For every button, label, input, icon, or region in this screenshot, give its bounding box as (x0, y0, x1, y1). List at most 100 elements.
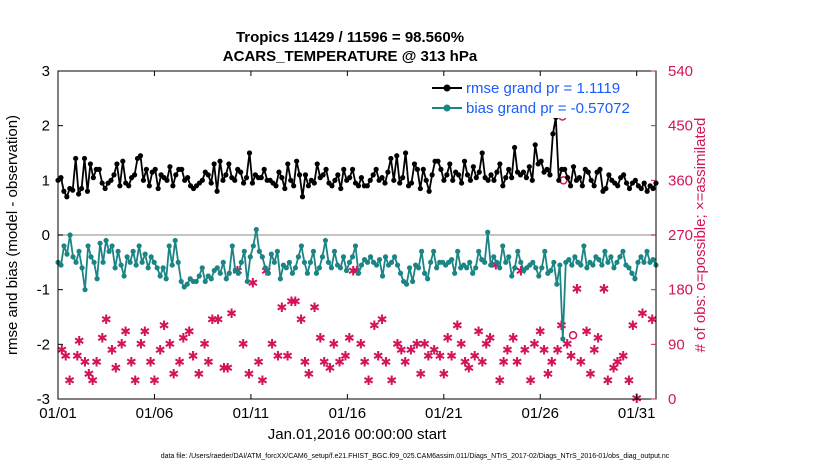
bias-point (455, 248, 461, 254)
obs-assimilated-marker: ✱ (168, 368, 179, 383)
rmse-point (544, 166, 550, 172)
bias-point (160, 265, 166, 271)
y-right-tick-label: 0 (668, 391, 676, 408)
bias-point (109, 243, 115, 249)
bias-point (319, 254, 326, 260)
rmse-point (408, 180, 415, 186)
rmse-point (155, 185, 161, 192)
bias-point (175, 259, 181, 265)
obs-assimilated-marker: ✱ (135, 337, 146, 352)
obs-assimilated-marker: ✱ (238, 337, 249, 352)
rmse-point (414, 166, 420, 172)
rmse-point (382, 180, 388, 186)
rmse-point (131, 172, 138, 178)
bias-point (431, 248, 437, 254)
obs-assimilated-marker: ✱ (348, 264, 359, 279)
rmse-point (570, 164, 577, 170)
rmse-point (99, 180, 105, 186)
bias-point (409, 278, 416, 285)
obs-assimilated-marker: ✱ (460, 356, 471, 371)
rmse-point (512, 144, 518, 151)
rmse-point (391, 177, 397, 183)
obs-assimilated-marker: ✱ (207, 313, 218, 328)
bias-point (82, 287, 88, 293)
bias-point (566, 257, 572, 263)
y-right-tick-label: 540 (668, 63, 693, 80)
bias-point (397, 270, 404, 276)
bias-point (503, 259, 509, 265)
obs-possible-marker (568, 330, 578, 340)
obs-assimilated-marker: ✱ (139, 325, 150, 340)
rmse-point (341, 166, 347, 172)
rmse-point (388, 155, 394, 162)
obs-assimilated-marker: ✱ (299, 356, 310, 371)
rmse-point (358, 175, 365, 181)
bias-point (542, 248, 548, 254)
bias-point (274, 248, 280, 254)
bias-point (310, 248, 317, 254)
rmse-point (491, 177, 497, 183)
bias-point (301, 259, 308, 265)
bias-point (139, 259, 145, 265)
rmse-point (335, 172, 341, 178)
rmse-point (102, 185, 108, 192)
rmse-point (473, 175, 479, 181)
rmse-point (249, 180, 256, 186)
bias-point (620, 248, 626, 254)
bias-point (434, 265, 440, 271)
obs-assimilated-marker: ✱ (463, 362, 474, 377)
obs-assimilated-marker: ✱ (130, 374, 141, 389)
bias-point (136, 243, 142, 249)
bias-point (367, 254, 374, 260)
obs-assimilated-marker: ✱ (498, 356, 509, 371)
obs-assimilated-marker: ✱ (525, 374, 536, 389)
obs-assimilated-marker: ✱ (452, 319, 463, 334)
rmse-point (173, 172, 179, 178)
rmse-point (470, 164, 476, 170)
obs-assimilated-marker: ✱ (74, 334, 85, 349)
bias-point (349, 254, 356, 260)
obs-assimilated-marker: ✱ (415, 368, 426, 383)
bias-point (154, 265, 160, 271)
rmse-point (497, 161, 503, 167)
bias-point (376, 257, 383, 263)
obs-assimilated-marker: ✱ (87, 374, 98, 389)
bias-point (298, 243, 305, 249)
bias-point (103, 237, 109, 244)
bias-point (94, 276, 100, 282)
rmse-point (565, 175, 571, 181)
rmse-point (476, 169, 482, 175)
bias-point (476, 248, 482, 254)
rmse-point (603, 185, 609, 192)
bias-point (614, 259, 620, 265)
rmse-point (329, 183, 335, 189)
bias-point (530, 259, 536, 265)
legend-bias-marker (443, 104, 451, 112)
bias-point (106, 248, 112, 254)
obs-assimilated-marker: ✱ (303, 368, 314, 383)
bias-point (223, 276, 229, 282)
bias-point (355, 270, 362, 276)
rmse-point (588, 177, 594, 183)
bias-point (328, 265, 335, 271)
obs-assimilated-marker: ✱ (286, 295, 297, 310)
rmse-point (87, 161, 94, 167)
obs-assimilated-marker: ✱ (612, 356, 623, 371)
y-left-tick-label: 1 (42, 172, 50, 189)
bias-point (352, 243, 359, 249)
obs-assimilated-marker: ✱ (159, 319, 170, 334)
obs-assimilated-marker: ✱ (116, 337, 127, 352)
bias-point (343, 267, 350, 274)
obs-assimilated-marker: ✱ (226, 307, 237, 322)
bias-point (145, 265, 151, 271)
rmse-point (302, 172, 309, 178)
rmse-point (64, 194, 70, 200)
bias-point (178, 278, 184, 285)
bias-point (590, 262, 596, 268)
obs-assimilated-marker: ✱ (325, 362, 336, 377)
rmse-point (126, 183, 132, 189)
bias-point (403, 281, 410, 287)
rmse-point (96, 166, 102, 172)
rmse-point (450, 177, 456, 183)
rmse-point (411, 161, 418, 167)
